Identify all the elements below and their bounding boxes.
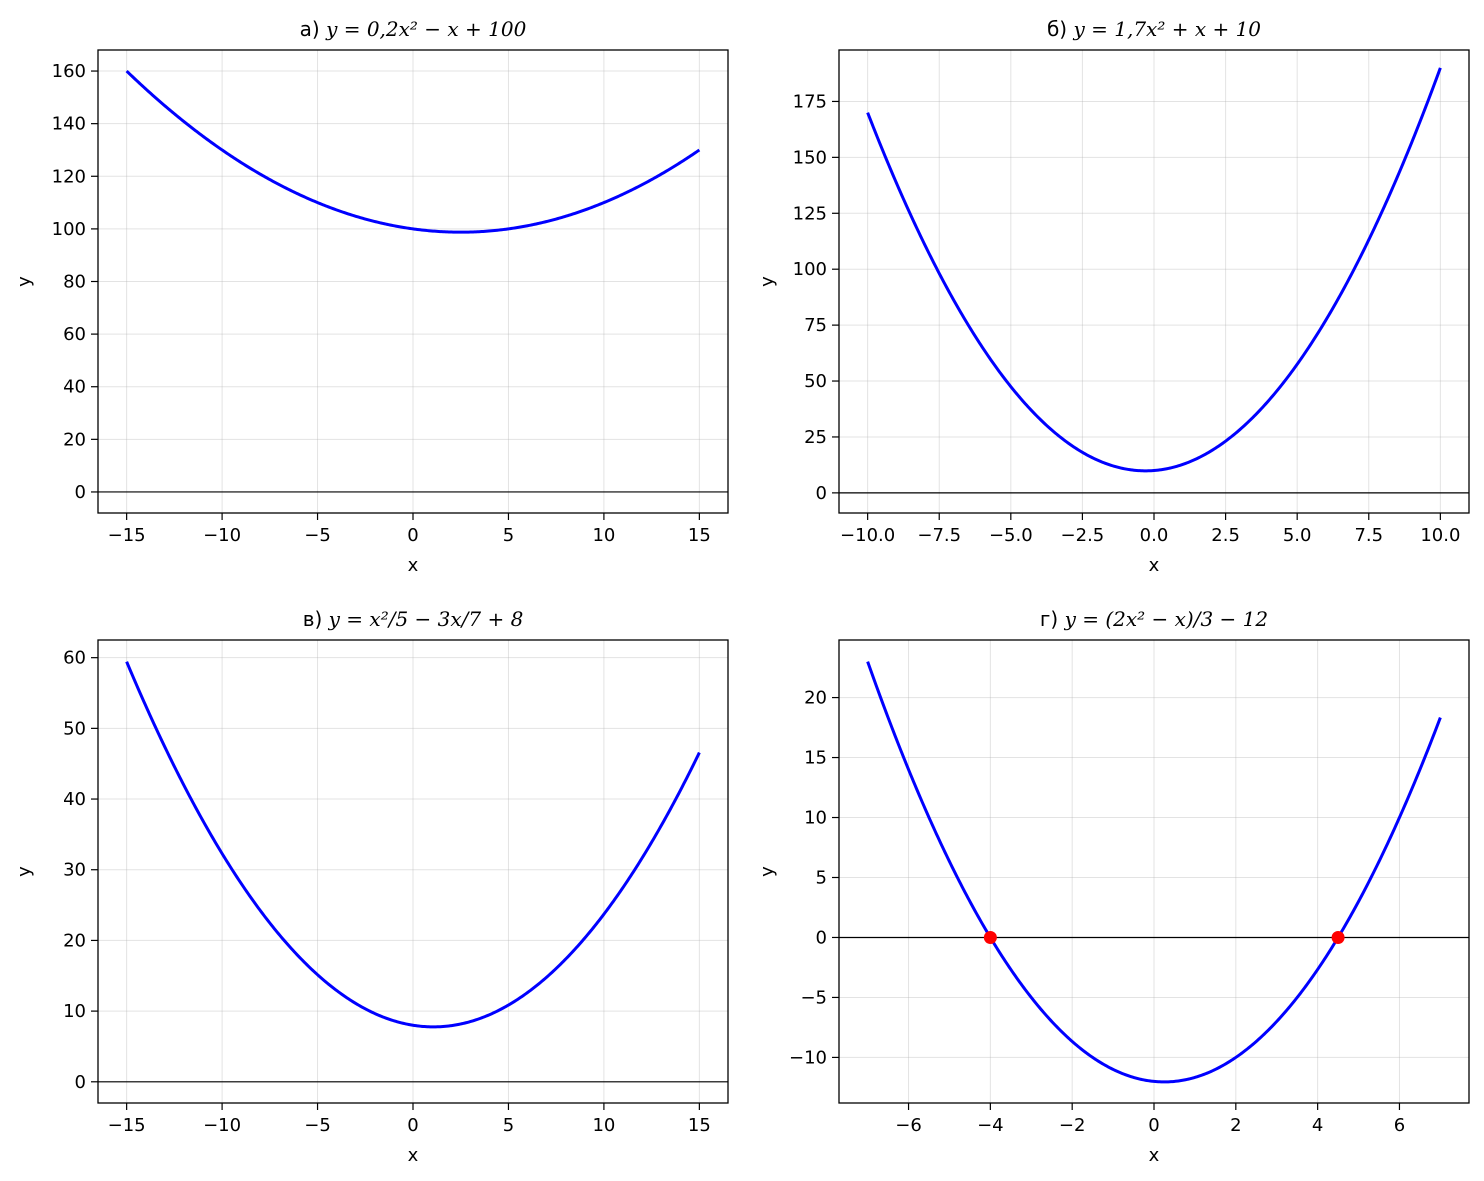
x-tick-label: −2.5 — [1061, 525, 1105, 546]
x-tick-label: −6 — [895, 1115, 922, 1136]
chart-title: в) y = x²/5 − 3x/7 + 8 — [303, 607, 524, 631]
y-tick-label: 125 — [793, 203, 827, 224]
x-axis-label: x — [1149, 555, 1160, 576]
x-tick-label: 0.0 — [1140, 525, 1169, 546]
x-tick-label: −4 — [977, 1115, 1004, 1136]
y-tick-label: 160 — [52, 61, 86, 82]
series-line-1 — [125, 69, 701, 234]
y-tick-label: 175 — [793, 91, 827, 112]
chart-title-formula: y = x²/5 − 3x/7 + 8 — [328, 607, 524, 631]
y-axis-label: y — [757, 276, 778, 287]
chart-title: а) y = 0,2x² − x + 100 — [300, 17, 527, 41]
x-tick-label: 2 — [1230, 1115, 1241, 1136]
chart-title-formula: y = (2x² − x)/3 − 12 — [1064, 607, 1269, 631]
x-tick-label: −10 — [203, 525, 241, 546]
x-tick-label: −15 — [108, 1115, 146, 1136]
y-tick-label: 60 — [63, 648, 86, 669]
x-tick-label: 6 — [1394, 1115, 1405, 1136]
x-tick-label: 10.0 — [1420, 525, 1460, 546]
y-tick-label: 50 — [804, 371, 827, 392]
y-tick-label: 25 — [804, 427, 827, 448]
chart-title-prefix: в) — [303, 607, 323, 631]
y-tick-label: 10 — [63, 1001, 86, 1022]
x-tick-label: −5 — [304, 525, 331, 546]
x-tick-label: 15 — [688, 525, 711, 546]
y-tick-label: 20 — [63, 429, 86, 450]
x-tick-label: −2 — [1059, 1115, 1086, 1136]
x-axis-label: x — [408, 555, 419, 576]
chart-title-formula: y = 1,7x² + x + 10 — [1072, 17, 1261, 41]
x-tick-label: 2.5 — [1211, 525, 1240, 546]
y-tick-label: −5 — [800, 987, 827, 1008]
x-tick-label: −5.0 — [989, 525, 1033, 546]
chart-title: г) y = (2x² − x)/3 − 12 — [1040, 607, 1268, 631]
y-tick-label: 60 — [63, 324, 86, 345]
chart-panel-2: −10.0 −7.5 −5.0 −2.5 0.0 2.5 5.0 7.5 10.0 0 25 50 75… — [757, 17, 1470, 576]
x-axis-label: x — [1149, 1145, 1160, 1166]
y-axis-label: y — [14, 866, 35, 877]
y-tick-label: 120 — [52, 166, 86, 187]
x-tick-label: 10 — [592, 1115, 615, 1136]
x-tick-label: 0 — [407, 1115, 418, 1136]
y-tick-label: 20 — [63, 930, 86, 951]
x-tick-label: 0 — [1148, 1115, 1159, 1136]
y-axis-label: y — [14, 276, 35, 287]
y-tick-label: 150 — [793, 147, 827, 168]
x-tick-label: −7.5 — [917, 525, 961, 546]
x-tick-label: 5 — [503, 525, 514, 546]
y-tick-label: −10 — [789, 1047, 827, 1068]
y-tick-label: 75 — [804, 315, 827, 336]
x-tick-label: −10 — [203, 1115, 241, 1136]
chart-title-prefix: б) — [1047, 17, 1067, 41]
x-tick-label: −5 — [304, 1115, 331, 1136]
y-tick-label: 0 — [75, 1072, 86, 1093]
chart-title-formula: y = 0,2x² − x + 100 — [325, 17, 527, 41]
y-tick-label: 0 — [75, 482, 86, 503]
series-line-1 — [866, 67, 1442, 473]
chart-title-prefix: г) — [1040, 607, 1058, 631]
x-tick-label: −15 — [108, 525, 146, 546]
series-line-1 — [866, 661, 1442, 1084]
series-line-1 — [125, 661, 701, 1029]
root-point-2 — [1331, 930, 1345, 944]
x-tick-label: 0 — [407, 525, 418, 546]
x-tick-label: −10.0 — [840, 525, 895, 546]
chart-panel-1: −15 −10 −5 0 5 10 15 0 20 40 60 80 100 120 140 160 x y а) … — [14, 17, 729, 576]
y-tick-label: 10 — [804, 808, 827, 829]
y-tick-label: 40 — [63, 789, 86, 810]
y-tick-label: 40 — [63, 377, 86, 398]
y-tick-label: 100 — [52, 219, 86, 240]
x-tick-label: 4 — [1312, 1115, 1323, 1136]
chart-panel-3: −15 −10 −5 0 5 10 15 0 10 20 30 40 50 60 x y в) y = x²/5… — [14, 607, 729, 1166]
chart-panel-4: −6 −4 −2 0 2 4 6 −10 −5 0 5 10 15 20 x y г) y = (2x² − x… — [757, 607, 1470, 1166]
y-axis-label: y — [757, 866, 778, 877]
x-tick-label: 10 — [592, 525, 615, 546]
chart-title: б) y = 1,7x² + x + 10 — [1047, 17, 1261, 41]
x-tick-label: 15 — [688, 1115, 711, 1136]
x-tick-label: 5.0 — [1283, 525, 1312, 546]
y-tick-label: 100 — [793, 259, 827, 280]
chart-title-prefix: а) — [300, 17, 320, 41]
x-tick-label: 5 — [503, 1115, 514, 1136]
y-tick-label: 0 — [816, 483, 827, 504]
y-tick-label: 80 — [63, 272, 86, 293]
root-point-1 — [983, 930, 997, 944]
y-tick-label: 50 — [63, 718, 86, 739]
y-tick-label: 30 — [63, 860, 86, 881]
x-axis-label: x — [408, 1145, 419, 1166]
y-tick-label: 140 — [52, 114, 86, 135]
x-tick-label: 7.5 — [1354, 525, 1383, 546]
y-tick-label: 15 — [804, 748, 827, 769]
y-tick-label: 0 — [816, 927, 827, 948]
y-tick-label: 20 — [804, 688, 827, 709]
y-tick-label: 5 — [816, 867, 827, 888]
